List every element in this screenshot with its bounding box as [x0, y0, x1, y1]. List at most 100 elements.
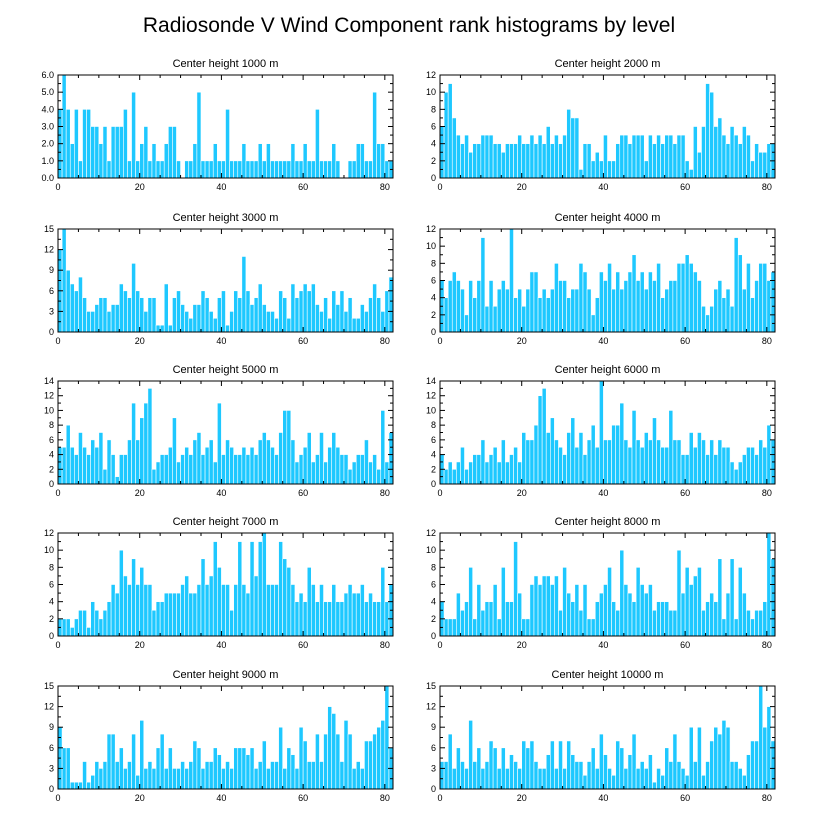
histogram-bar: [159, 733, 165, 790]
histogram-bar: [684, 254, 690, 333]
y-tick-label: 12: [426, 702, 436, 712]
histogram-bar: [135, 774, 141, 790]
histogram-bar: [270, 584, 275, 637]
histogram-bar: [131, 402, 136, 485]
histogram-bar: [480, 439, 486, 485]
histogram-bar: [306, 160, 312, 179]
histogram-bar: [451, 768, 457, 790]
histogram-bar: [57, 446, 63, 485]
histogram-bar: [505, 768, 510, 790]
histogram-bar: [709, 439, 715, 485]
histogram-bar: [688, 432, 694, 485]
histogram-bar: [541, 768, 547, 790]
histogram-bar: [159, 601, 165, 637]
y-tick-label: 8: [49, 420, 54, 430]
histogram-bar: [594, 601, 600, 637]
histogram-bar: [521, 740, 527, 790]
histogram-bar: [237, 541, 243, 637]
histogram-bar: [578, 263, 584, 333]
histogram-bar: [147, 761, 153, 790]
histogram-bar: [545, 575, 551, 637]
histogram-bar: [176, 160, 181, 179]
histogram-bar: [74, 290, 79, 333]
histogram-bar: [180, 454, 185, 485]
histogram-bar: [257, 541, 263, 637]
y-tick-label: 12: [426, 391, 436, 401]
histogram-bar: [476, 747, 482, 790]
histogram-bar: [664, 134, 670, 179]
histogram-bar: [648, 271, 653, 333]
histogram-bar: [135, 160, 141, 179]
x-tick-label: 60: [298, 640, 308, 650]
histogram-bar: [643, 768, 649, 790]
histogram-bar: [233, 584, 239, 637]
histogram-bar: [147, 584, 153, 637]
y-tick-label: 10: [426, 545, 436, 555]
x-tick-label: 40: [598, 182, 608, 192]
histogram-bar: [456, 592, 461, 637]
panel-title: Center height 9000 m: [173, 669, 279, 681]
histogram-bar: [611, 601, 616, 637]
histogram-bar: [364, 740, 369, 790]
x-tick-label: 80: [380, 488, 390, 498]
histogram-bar: [680, 134, 686, 179]
y-tick-label: 6: [431, 122, 436, 132]
histogram-bar: [705, 314, 710, 333]
histogram-bar: [237, 454, 243, 485]
x-tick-label: 40: [598, 793, 608, 803]
histogram-bar: [631, 601, 637, 637]
histogram-bar: [110, 454, 116, 485]
histogram-bar: [221, 584, 226, 637]
histogram-bar: [319, 761, 324, 790]
histogram-bar: [684, 454, 690, 485]
histogram-bar: [65, 269, 71, 333]
histogram-bar: [615, 609, 621, 637]
histogram-bar: [615, 143, 621, 179]
histogram-bar: [282, 558, 288, 637]
histogram-bar: [697, 280, 702, 333]
histogram-bar: [746, 263, 751, 333]
histogram-bar: [298, 290, 304, 333]
histogram-bar: [286, 410, 292, 485]
histogram-bar: [505, 601, 510, 637]
histogram-bar: [513, 541, 518, 637]
histogram-bar: [123, 575, 128, 637]
histogram-bar: [127, 439, 132, 485]
histogram-bar: [562, 454, 567, 485]
histogram-bar: [155, 747, 161, 790]
histogram-panel: Center height 3000 m 0 20 40 60 80 0 3 6 9 12 15: [44, 212, 394, 346]
y-tick-label: 4: [431, 139, 436, 149]
histogram-bar: [729, 461, 735, 485]
histogram-bar: [574, 117, 580, 179]
histogram-bar: [603, 584, 608, 637]
histogram-bar: [586, 439, 592, 485]
histogram-bar: [737, 143, 743, 179]
histogram-bar: [558, 446, 563, 485]
histogram-bar: [351, 317, 357, 333]
histogram-bar: [69, 446, 75, 485]
histogram-bar: [623, 280, 629, 333]
histogram-bar: [676, 761, 682, 790]
y-tick-label: 6: [49, 286, 54, 296]
histogram-bar: [447, 461, 453, 485]
histogram-bar: [335, 446, 341, 485]
y-tick-label: 0: [431, 784, 436, 794]
histogram-bar: [733, 761, 739, 790]
histogram-bar: [550, 143, 555, 179]
histogram-bar: [286, 317, 292, 333]
histogram-bar: [315, 454, 320, 485]
histogram-bar: [90, 774, 96, 790]
histogram-panel: Center height 10000 m 0 20 40 60 80 0 3 6 9 12 15: [426, 669, 776, 803]
histogram-bar: [172, 417, 177, 485]
histogram-bar: [635, 134, 641, 179]
histogram-bar: [480, 768, 486, 790]
histogram-bar: [310, 461, 316, 485]
histogram-bar: [541, 575, 547, 637]
histogram-bar: [541, 143, 547, 179]
y-tick-label: 6: [431, 580, 436, 590]
histogram-bar: [750, 740, 755, 790]
histogram-bar: [484, 761, 490, 790]
y-tick-label: 6.0: [41, 70, 54, 80]
histogram-bar: [509, 143, 514, 179]
histogram-bar: [368, 592, 373, 637]
